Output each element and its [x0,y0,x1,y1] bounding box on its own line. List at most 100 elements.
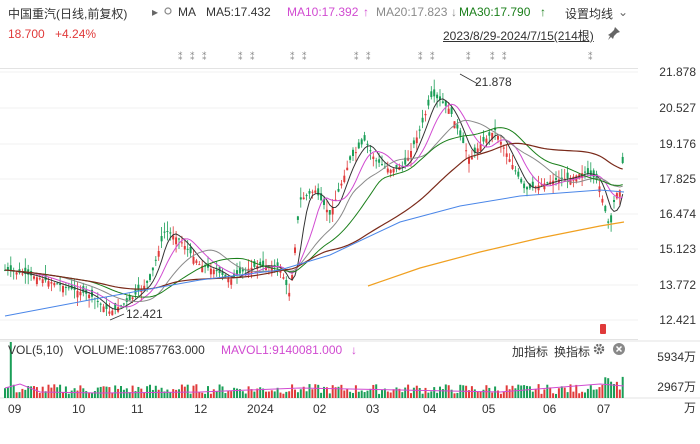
candle-body [505,153,508,157]
volume-bar [415,385,418,398]
time-tick: 11 [131,402,144,416]
mavol-line [4,383,625,394]
candle-body [447,108,450,114]
candle-body [462,137,465,143]
candle-body [511,165,514,170]
candle-body [143,285,146,289]
chevron-down-icon[interactable]: ⌄ [618,5,629,19]
candle-body [508,159,511,162]
event-marker: ⁑ [502,51,507,62]
indicator-header: 中国重汽(日线,前复权) ▸ MA MA5:17.432 MA10:17.392… [0,0,700,24]
candle-body [488,132,491,136]
time-tick: 04 [423,402,437,416]
add-indicator-button[interactable]: 加指标 [512,345,549,359]
volume-bar [354,385,357,398]
volume-bar [534,388,537,398]
candle-body [262,260,265,266]
candle-body [334,199,337,201]
volume-bar [302,386,305,398]
volume-bar [441,389,444,398]
candle-body [499,141,502,145]
event-marker: ⁑ [466,51,471,62]
volume-bar [160,387,163,398]
volume-bar [404,387,407,398]
candle-body [482,136,485,142]
volume-bar [340,384,343,398]
volume-bar [450,389,453,398]
candle-body [354,152,357,154]
candle-body [56,283,59,285]
candle-body [340,183,343,186]
mavol-value: MAVOL1:9140081.000 [221,343,343,357]
candle-body [378,159,381,163]
volume-bar [44,391,47,398]
candle-body [62,286,64,293]
candle-body [479,144,482,151]
volume-bar [433,387,436,398]
stock-title[interactable]: 中国重汽(日线,前复权) [8,7,128,21]
candle-body [476,148,479,153]
candle-body [369,150,372,152]
event-marker: ⁑ [588,51,593,62]
candle-body [433,89,436,97]
candle-body [111,310,114,316]
volume-bar [12,384,15,398]
expand-icon[interactable]: ▸ [152,5,159,19]
candle-body [311,191,314,193]
volume-bar [311,389,314,398]
volume-bar [578,393,581,398]
kline-chart[interactable]: 21.878 12.421 ⁑ ⁑ ⁑ ⁑ ⁑ ⁑ ⁑ ⁑ ⁑ ⁑ ⁑ ⁑ ⁑ ⁑ ⁑ [0,46,700,444]
candle-body [122,303,125,305]
candle-body [128,295,131,301]
volume-bar [88,392,91,398]
candle-body [491,132,494,140]
volume-bar [482,389,485,398]
candle-body [198,264,201,266]
volume-bar [412,387,415,398]
volume-bar [27,385,30,398]
ma30-line [4,127,623,298]
candle-body [38,278,41,280]
volume-bar [259,387,262,398]
candle-body [589,170,592,176]
switch-indicator-button[interactable]: 换指标 [554,345,591,359]
time-tick: 2024 [247,402,274,416]
candle-body [531,181,534,188]
close-icon[interactable] [612,342,626,359]
low-annotation: 12.421 [126,307,163,321]
volume-bar [517,384,520,398]
candle-body [346,167,349,171]
volume-bar [323,386,325,398]
candle-body [450,107,453,114]
volume-bar [6,387,9,398]
volume-bar [186,384,189,398]
candle-body [201,265,204,273]
volume-bar [279,392,282,398]
volume-bar [598,387,601,398]
gear-icon[interactable] [592,342,606,359]
time-tick: 09 [8,402,22,416]
price-tick: 17.825 [659,172,696,186]
volume-bar [581,391,584,398]
price-tick: 12.421 [659,313,696,327]
volume-bar [549,387,552,398]
event-marker: ⁑ [238,51,243,62]
volume-bar [221,386,224,398]
volume-bar [9,342,12,398]
ma20-arrow: ↓ [451,5,457,19]
date-range[interactable]: 2023/8/29-2024/7/15(214根) [443,29,594,43]
candle-body [317,188,320,196]
candle-body [621,156,624,163]
volume-bar [331,385,334,398]
candle-body [456,124,459,129]
candle-body [282,277,285,279]
ma20-line [4,119,623,303]
volume-bar [241,391,244,398]
ma-toggle[interactable] [163,5,173,19]
candle-body [149,274,151,280]
candle-body [331,207,334,215]
pin-icon[interactable] [607,26,621,43]
volume-bar [557,388,560,398]
ma-settings-button[interactable]: 设置均线 [565,7,614,21]
candle-body [546,182,549,184]
